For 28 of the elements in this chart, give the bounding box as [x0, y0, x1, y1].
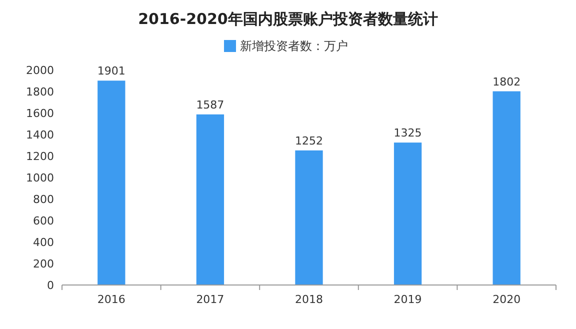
x-tick-label: 2020	[492, 293, 521, 306]
bar	[295, 150, 323, 285]
x-tick-label: 2018	[295, 293, 323, 306]
legend-label: 新增投资者数：万户	[240, 39, 348, 53]
y-tick-label: 600	[33, 214, 54, 228]
data-label: 1587	[196, 98, 224, 112]
data-label: 1252	[295, 134, 323, 148]
data-label: 1325	[394, 126, 422, 140]
y-tick-label: 800	[33, 193, 54, 206]
x-tick-label: 2019	[394, 293, 422, 306]
data-label: 1802	[492, 75, 521, 88]
y-tick-label: 200	[33, 258, 54, 270]
y-tick-label: 400	[33, 236, 54, 249]
x-tick-label: 2017	[196, 293, 224, 306]
bar	[394, 142, 422, 285]
y-tick-label: 1600	[26, 107, 54, 120]
x-tick-label: 2016	[97, 293, 126, 306]
y-tick-label: 1000	[26, 172, 54, 184]
chart-title: 2016-2020年国内股票账户投资者数量统计	[138, 10, 438, 28]
bar	[98, 80, 126, 285]
y-tick-label: 1400	[26, 128, 54, 142]
y-tick-label: 1200	[26, 150, 54, 163]
bar	[492, 91, 520, 285]
data-label: 1901	[97, 64, 126, 78]
y-tick-label: 2000	[26, 64, 54, 77]
bar	[196, 114, 224, 285]
y-tick-label: 0	[47, 279, 54, 292]
y-tick-label: 1800	[26, 86, 54, 98]
